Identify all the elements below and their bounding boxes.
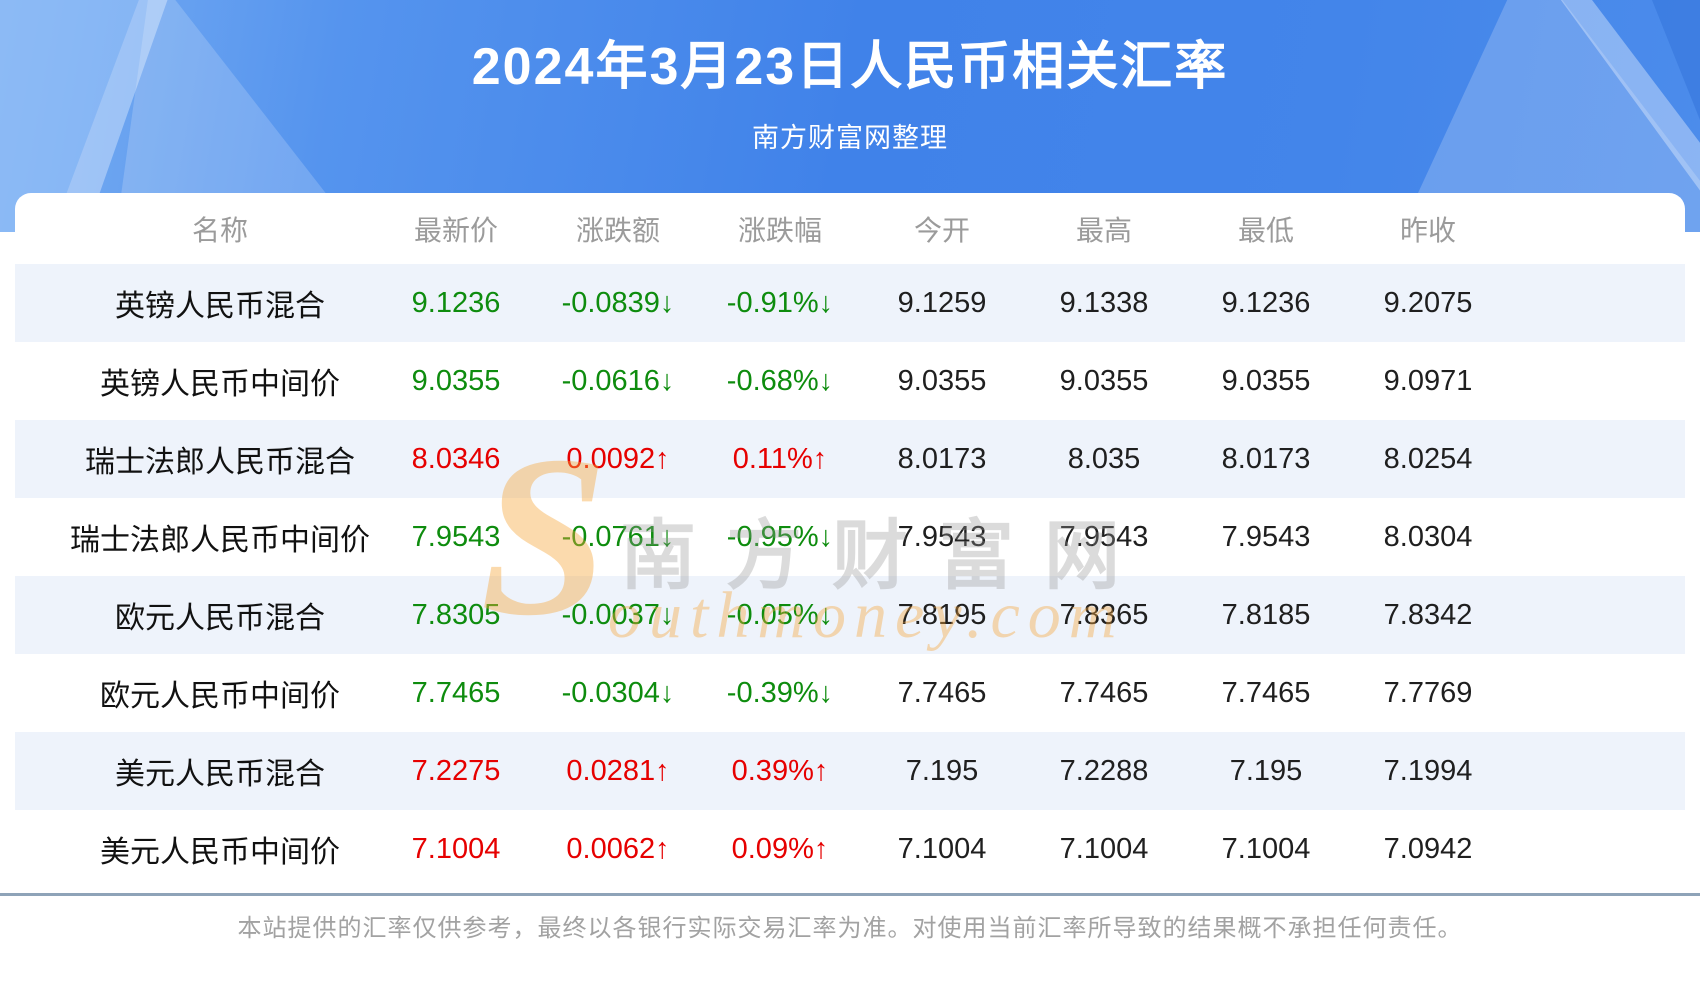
cell-low: 9.1236 (1221, 286, 1311, 319)
column-header-5: 今开 (913, 214, 970, 246)
page-title: 2024年3月23日人民币相关汇率 (471, 38, 1229, 96)
cell-name: 美元人民币混合 (115, 758, 325, 791)
cell-change: -0.0037↓ (561, 598, 675, 631)
table-row: 欧元人民币中间价 7.7465 -0.0304↓ -0.39%↓ 7.7465 7.746… (15, 654, 1685, 732)
column-header-4: 涨跌幅 (737, 214, 822, 246)
column-header-2: 最新价 (413, 214, 498, 246)
cell-prev_close: 9.2075 (1383, 286, 1473, 319)
cell-open: 7.8195 (897, 598, 987, 631)
cell-open: 9.1259 (897, 286, 987, 319)
cell-low: 7.195 (1229, 754, 1303, 787)
cell-prev_close: 7.7769 (1383, 676, 1473, 709)
cell-latest: 7.8305 (411, 598, 501, 631)
table-row: 英镑人民币中间价 9.0355 -0.0616↓ -0.68%↓ 9.0355 9.035… (15, 342, 1685, 420)
cell-high: 7.1004 (1059, 832, 1149, 865)
cell-pct: -0.91%↓ (726, 286, 834, 319)
footer-divider (0, 893, 1700, 896)
cell-prev_close: 8.0304 (1383, 520, 1473, 553)
cell-open: 7.195 (905, 754, 979, 787)
cell-pct: 0.09%↑ (731, 832, 829, 865)
cell-pct: -0.05%↓ (726, 598, 834, 631)
table-row: 瑞士法郎人民币混合 8.0346 0.0092↑ 0.11%↑ 8.0173 8.035 8… (15, 420, 1685, 498)
table-header-row: 名称 最新价 涨跌额 涨跌幅 今开 最高 最低 昨收 (15, 193, 1685, 264)
cell-change: -0.0761↓ (561, 520, 675, 553)
cell-name: 美元人民币中间价 (100, 836, 340, 869)
cell-low: 7.8185 (1221, 598, 1311, 631)
cell-high: 7.8365 (1059, 598, 1149, 631)
cell-open: 7.7465 (897, 676, 987, 709)
cell-prev_close: 7.8342 (1383, 598, 1473, 631)
cell-open: 9.0355 (897, 364, 987, 397)
cell-name: 瑞士法郎人民币中间价 (70, 524, 370, 557)
cell-latest: 7.9543 (411, 520, 501, 553)
cell-open: 7.9543 (897, 520, 987, 553)
cell-latest: 9.0355 (411, 364, 501, 397)
cell-pct: -0.68%↓ (726, 364, 834, 397)
column-header-3: 涨跌额 (575, 214, 660, 246)
table-row: 欧元人民币混合 7.8305 -0.0037↓ -0.05%↓ 7.8195 7.8365… (15, 576, 1685, 654)
cell-open: 8.0173 (897, 442, 987, 475)
cell-prev_close: 7.0942 (1383, 832, 1473, 865)
cell-high: 9.1338 (1059, 286, 1149, 319)
cell-high: 8.035 (1067, 442, 1141, 475)
table-row: 美元人民币混合 7.2275 0.0281↑ 0.39%↑ 7.195 7.2288 7.1… (15, 732, 1685, 810)
cell-latest: 7.7465 (411, 676, 501, 709)
cell-name: 欧元人民币中间价 (100, 680, 340, 713)
cell-high: 9.0355 (1059, 364, 1149, 397)
cell-high: 7.9543 (1059, 520, 1149, 553)
cell-name: 欧元人民币混合 (115, 602, 325, 635)
cell-high: 7.2288 (1059, 754, 1149, 787)
rates-table-card: S 南方财富网 outhmoney.com 名称 最新价 涨跌额 涨跌幅 今开 最高 最低昨… (15, 193, 1685, 1000)
table-row: 美元人民币中间价 7.1004 0.0062↑ 0.09%↑ 7.1004 7.1004 7… (15, 810, 1685, 888)
cell-prev_close: 7.1994 (1383, 754, 1473, 787)
cell-change: -0.0616↓ (561, 364, 675, 397)
cell-change: 0.0092↑ (566, 442, 670, 475)
cell-latest: 9.1236 (411, 286, 501, 319)
cell-name: 英镑人民币混合 (115, 290, 325, 323)
cell-high: 7.7465 (1059, 676, 1149, 709)
disclaimer-text: 本站提供的汇率仅供参考，最终以各银行实际交易汇率为准。对使用当前汇率所导致的结果… (237, 915, 1463, 942)
cell-pct: 0.39%↑ (731, 754, 829, 787)
banner-decoration (0, 0, 1700, 232)
cell-change: -0.0839↓ (561, 286, 675, 319)
column-header-6: 最高 (1075, 214, 1132, 246)
column-header-7: 最低 (1237, 214, 1294, 246)
column-header-8: 昨收 (1399, 214, 1456, 246)
table-body: 英镑人民币混合 9.1236 -0.0839↓ -0.91%↓ 9.1259 9.1338… (15, 264, 1685, 888)
cell-latest: 7.1004 (411, 832, 501, 865)
cell-low: 7.9543 (1221, 520, 1311, 553)
cell-change: 0.0062↑ (566, 832, 670, 865)
column-header-1: 名称 (191, 214, 248, 246)
cell-change: -0.0304↓ (561, 676, 675, 709)
cell-latest: 7.2275 (411, 754, 501, 787)
cell-low: 7.1004 (1221, 832, 1311, 865)
page-subtitle: 南方财富网整理 (752, 123, 948, 153)
cell-prev_close: 8.0254 (1383, 442, 1473, 475)
cell-open: 7.1004 (897, 832, 987, 865)
cell-change: 0.0281↑ (566, 754, 670, 787)
table-row: 瑞士法郎人民币中间价 7.9543 -0.0761↓ -0.95%↓ 7.9543 7.9… (15, 498, 1685, 576)
cell-name: 瑞士法郎人民币混合 (85, 446, 355, 479)
cell-prev_close: 9.0971 (1383, 364, 1473, 397)
cell-pct: -0.95%↓ (726, 520, 834, 553)
cell-low: 7.7465 (1221, 676, 1311, 709)
cell-low: 8.0173 (1221, 442, 1311, 475)
cell-pct: 0.11%↑ (732, 442, 828, 475)
cell-low: 9.0355 (1221, 364, 1311, 397)
cell-latest: 8.0346 (411, 442, 501, 475)
cell-pct: -0.39%↓ (726, 676, 834, 709)
table-row: 英镑人民币混合 9.1236 -0.0839↓ -0.91%↓ 9.1259 9.1338… (15, 264, 1685, 342)
cell-name: 英镑人民币中间价 (100, 368, 340, 401)
